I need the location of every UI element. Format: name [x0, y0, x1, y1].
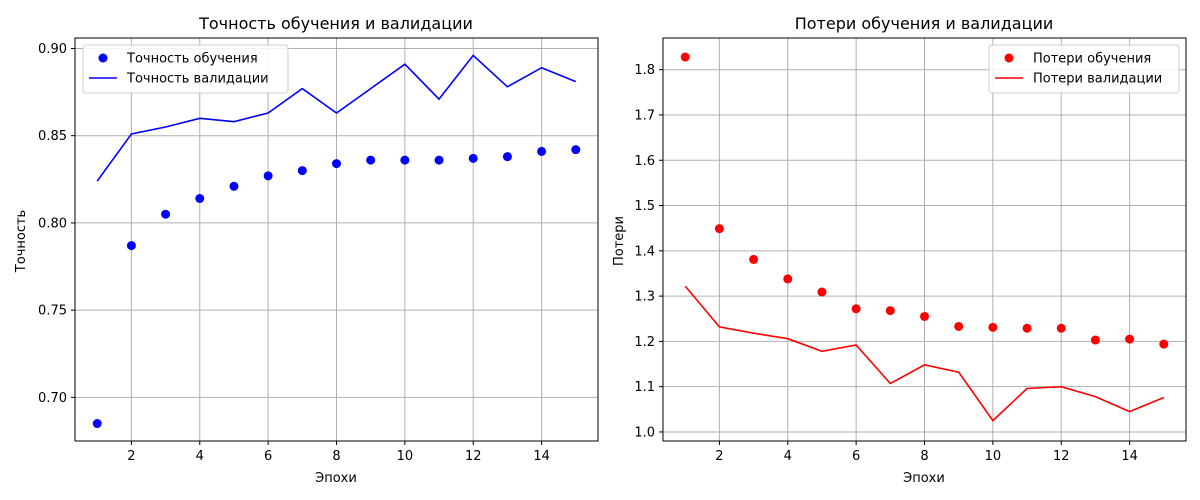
- accuracy-x-tick-label: 6: [264, 449, 272, 464]
- accuracy-data-point: [537, 146, 547, 156]
- loss-legend-label: Потери обучения: [1033, 52, 1151, 67]
- loss-data-point: [851, 304, 861, 314]
- accuracy-series: [92, 54, 581, 429]
- loss-series: [680, 52, 1169, 422]
- accuracy-ticks: 2 4 6 8 10 12 14 0.70 0.75 0.80 0.85 0.90: [38, 42, 550, 464]
- accuracy-data-point: [263, 171, 273, 181]
- accuracy-y-tick-label: 0.90: [38, 42, 67, 57]
- loss-data-point: [920, 311, 929, 321]
- loss-chart: Потери обучения и валидации Эпохи Потери…: [612, 14, 1187, 486]
- accuracy-data-point: [468, 153, 478, 163]
- accuracy-x-tick-label: 14: [533, 449, 550, 464]
- accuracy-legend: Точность обучения Точность валидации: [82, 44, 289, 94]
- loss-x-tick-label: 14: [1121, 449, 1138, 464]
- accuracy-data-point: [571, 145, 581, 155]
- loss-data-point: [1022, 323, 1032, 333]
- loss-data-point: [817, 287, 827, 297]
- loss-x-tick-label: 6: [852, 449, 860, 464]
- loss-data-point: [885, 306, 895, 316]
- loss-ticks: 2 4 6 8 10 12 14 1.0 1.1 1.2 1.3 1.4 1.5 1.6 1.7 1.8: [634, 63, 1138, 464]
- loss-y-tick-label: 1.0: [634, 425, 655, 440]
- loss-x-axis-label: Эпохи: [903, 471, 945, 486]
- loss-x-tick-label: 2: [715, 449, 723, 464]
- accuracy-legend-label: Точность валидации: [126, 72, 269, 87]
- accuracy-y-tick-label: 0.85: [38, 129, 67, 144]
- loss-data-point: [1056, 323, 1066, 333]
- accuracy-x-tick-label: 4: [196, 449, 204, 464]
- accuracy-data-point: [195, 194, 205, 204]
- accuracy-y-tick-label: 0.70: [38, 391, 67, 406]
- loss-data-point: [988, 322, 998, 332]
- accuracy-legend-label: Точность обучения: [126, 52, 258, 67]
- accuracy-data-point: [229, 181, 239, 191]
- accuracy-data-point: [434, 155, 444, 165]
- loss-y-tick-label: 1.7: [634, 108, 655, 123]
- accuracy-x-tick-label: 12: [465, 449, 482, 464]
- loss-data-point: [714, 224, 724, 234]
- loss-y-axis-label: Потери: [612, 216, 627, 266]
- loss-y-tick-label: 1.4: [634, 244, 655, 259]
- loss-y-tick-label: 1.6: [634, 154, 655, 169]
- loss-y-tick-label: 1.2: [634, 335, 655, 350]
- accuracy-x-tick-label: 8: [332, 449, 340, 464]
- loss-x-tick-label: 4: [784, 449, 792, 464]
- accuracy-x-tick-label: 2: [127, 449, 135, 464]
- accuracy-data-point: [366, 155, 376, 165]
- accuracy-x-tick-label: 10: [397, 449, 414, 464]
- accuracy-data-point: [332, 159, 341, 169]
- loss-series-line-1: [684, 285, 1165, 422]
- accuracy-data-point: [126, 241, 136, 251]
- loss-data-point: [1159, 339, 1169, 349]
- loss-y-tick-label: 1.1: [634, 380, 655, 395]
- accuracy-series-line-1: [96, 54, 577, 182]
- loss-x-tick-label: 12: [1053, 449, 1070, 464]
- accuracy-y-tick-label: 0.75: [38, 304, 67, 319]
- accuracy-data-point: [297, 166, 307, 176]
- accuracy-legend-box: [82, 44, 289, 94]
- loss-legend-box: [988, 44, 1180, 94]
- loss-legend-marker-swatch: [1004, 53, 1014, 63]
- loss-data-point: [680, 52, 690, 62]
- loss-chart-title: Потери обучения и валидации: [795, 14, 1054, 33]
- loss-grid: [663, 38, 1186, 441]
- loss-y-tick-label: 1.5: [634, 199, 655, 214]
- loss-data-point: [1125, 334, 1135, 344]
- loss-data-point: [783, 274, 793, 284]
- accuracy-legend-marker-swatch: [98, 53, 108, 63]
- loss-y-tick-label: 1.8: [634, 63, 655, 78]
- loss-x-tick-label: 8: [920, 449, 928, 464]
- accuracy-data-point: [400, 155, 410, 165]
- loss-x-tick-label: 10: [985, 449, 1002, 464]
- loss-data-point: [1090, 335, 1100, 345]
- loss-legend: Потери обучения Потери валидации: [988, 44, 1180, 94]
- accuracy-y-axis-label: Точность: [14, 210, 29, 273]
- accuracy-y-tick-label: 0.80: [38, 216, 67, 231]
- accuracy-chart-title: Точность обучения и валидации: [198, 14, 473, 33]
- accuracy-grid: [75, 38, 598, 441]
- loss-data-point: [954, 321, 964, 331]
- loss-y-tick-label: 1.3: [634, 290, 655, 305]
- accuracy-data-point: [161, 209, 171, 219]
- accuracy-data-point: [92, 419, 102, 429]
- loss-legend-label: Потери валидации: [1033, 72, 1162, 87]
- accuracy-data-point: [502, 152, 512, 162]
- accuracy-chart: Точность обучения и валидации Эпохи Точн…: [14, 14, 599, 486]
- loss-data-point: [749, 254, 759, 264]
- accuracy-x-axis-label: Эпохи: [315, 471, 357, 486]
